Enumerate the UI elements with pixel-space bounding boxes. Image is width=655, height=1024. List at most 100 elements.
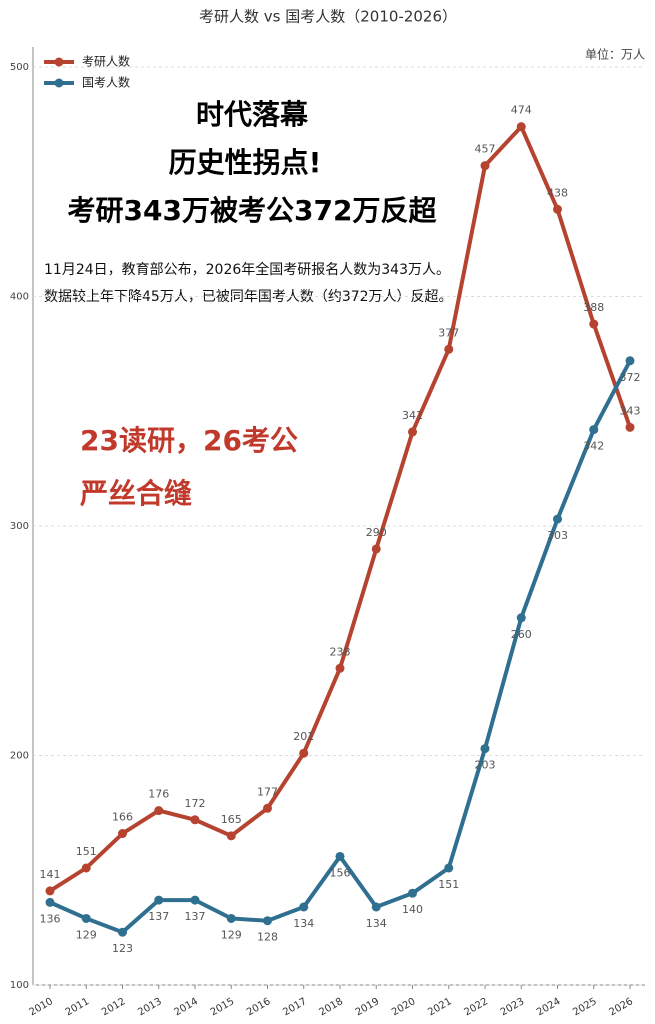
x-tick-label: 2013	[136, 996, 164, 1018]
value-label: 137	[148, 910, 169, 923]
value-label: 166	[112, 811, 133, 824]
legend-marker	[54, 78, 64, 88]
point	[81, 863, 91, 873]
legend-label: 国考人数	[82, 75, 130, 90]
value-label: 134	[293, 917, 314, 930]
value-label: 165	[221, 813, 242, 826]
point	[263, 803, 272, 813]
callout: 严丝合缝	[80, 477, 192, 510]
callout: 23读研，26考公	[80, 424, 298, 457]
value-label: 388	[583, 301, 604, 314]
point	[118, 829, 127, 839]
point	[263, 916, 272, 926]
x-tick-label: 2012	[100, 996, 128, 1018]
value-label: 457	[475, 143, 496, 156]
point	[45, 886, 55, 896]
value-label: 156	[330, 866, 351, 879]
point	[190, 895, 200, 905]
point	[371, 544, 381, 554]
unit-label: 单位：万人	[585, 47, 645, 62]
point	[154, 806, 164, 816]
value-label: 151	[438, 878, 459, 891]
x-tick-label: 2016	[245, 996, 273, 1018]
point	[408, 427, 417, 437]
x-tick-label: 2025	[571, 996, 599, 1018]
value-label: 474	[511, 104, 532, 117]
note: 11月24日，教育部公布，2026年全国考研报名人数为343万人。	[44, 261, 450, 278]
point	[625, 356, 635, 366]
value-label: 201	[293, 730, 314, 743]
value-label: 203	[475, 759, 496, 772]
value-label: 341	[402, 409, 423, 422]
x-tick-label: 2022	[462, 996, 490, 1018]
point	[444, 344, 454, 354]
y-tick-label: 500	[10, 62, 29, 73]
x-tick-label: 2023	[499, 996, 527, 1018]
point	[371, 902, 381, 912]
point	[553, 204, 562, 214]
headline: 时代落幕	[196, 98, 309, 131]
legend-label: 考研人数	[82, 54, 130, 69]
value-label: 342	[583, 440, 604, 453]
point	[625, 422, 635, 432]
chart-title: 考研人数 vs 国考人数（2010-2026）	[199, 8, 457, 26]
point	[480, 744, 490, 754]
point	[226, 913, 236, 923]
value-label: 172	[185, 797, 206, 810]
point	[408, 888, 417, 898]
value-label: 176	[148, 788, 169, 801]
x-tick-label: 2021	[426, 996, 454, 1018]
point	[589, 319, 599, 329]
x-tick-label: 2024	[535, 996, 563, 1018]
x-tick-label: 2014	[172, 996, 200, 1018]
point	[480, 161, 490, 171]
y-tick-label: 100	[10, 980, 29, 991]
point	[335, 663, 345, 673]
value-label: 128	[257, 931, 278, 944]
x-tick-label: 2010	[27, 996, 55, 1018]
point	[190, 815, 200, 825]
x-tick-label: 2026	[607, 996, 635, 1018]
point	[589, 425, 599, 435]
x-tick-label: 2018	[317, 996, 345, 1018]
y-tick-label: 400	[10, 292, 29, 303]
note: 数据较上年下降45万人，已被同年国考人数（约372万人）反超。	[44, 289, 453, 305]
value-label: 141	[40, 868, 61, 881]
point	[553, 514, 562, 524]
y-tick-label: 200	[10, 751, 29, 762]
point	[516, 613, 526, 623]
value-label: 129	[76, 928, 97, 941]
value-label: 377	[438, 326, 459, 339]
value-label: 129	[221, 928, 242, 941]
point	[335, 851, 345, 861]
value-label: 134	[366, 917, 387, 930]
value-label: 438	[547, 186, 568, 199]
value-label: 238	[330, 645, 351, 658]
headline: 考研343万被考公372万反超	[68, 194, 438, 227]
point	[226, 831, 236, 841]
x-tick-label: 2020	[390, 996, 418, 1018]
value-label: 177	[257, 785, 278, 798]
point	[154, 895, 164, 905]
value-label: 151	[76, 845, 97, 858]
point	[516, 122, 526, 132]
value-label: 372	[620, 371, 641, 384]
value-label: 137	[185, 910, 206, 923]
legend-marker	[54, 57, 64, 67]
headline: 历史性拐点!	[169, 146, 322, 179]
x-tick-label: 2017	[281, 996, 309, 1018]
point	[444, 863, 454, 873]
value-label: 343	[620, 404, 641, 417]
value-label: 123	[112, 942, 133, 955]
value-label: 140	[402, 903, 423, 916]
x-tick-label: 2011	[64, 996, 92, 1018]
value-label: 303	[547, 529, 568, 542]
point	[81, 913, 91, 923]
point	[299, 902, 309, 912]
value-label: 290	[366, 526, 387, 539]
point	[45, 897, 55, 907]
value-label: 260	[511, 628, 532, 641]
point	[299, 748, 309, 758]
x-tick-label: 2015	[209, 996, 237, 1018]
